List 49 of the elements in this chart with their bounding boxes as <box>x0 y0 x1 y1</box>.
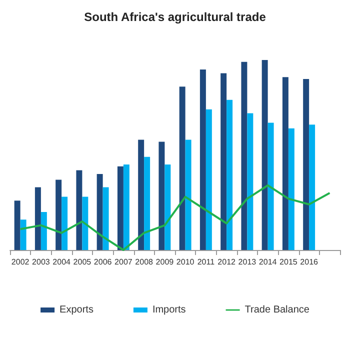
x-tick-label: 2006 <box>94 258 112 266</box>
bar <box>56 180 62 250</box>
bar <box>34 187 41 250</box>
bar <box>138 140 144 250</box>
x-tick-label: 2015 <box>280 258 298 266</box>
bar <box>309 124 316 250</box>
bar <box>158 142 165 250</box>
bar <box>226 100 233 250</box>
x-tick-label: 2004 <box>52 258 72 266</box>
bar <box>123 164 130 250</box>
x-tick-label: 2013 <box>238 258 257 266</box>
bar <box>164 164 171 250</box>
bar <box>206 109 212 250</box>
bar <box>144 156 150 250</box>
bar <box>117 166 124 250</box>
bar <box>247 113 254 250</box>
bar <box>288 128 294 250</box>
bar <box>20 220 26 250</box>
x-tick-label: 2016 <box>300 258 319 266</box>
bar <box>303 79 310 250</box>
x-tick-label: 2009 <box>156 258 174 266</box>
bar <box>62 196 68 250</box>
x-tick-label: 2014 <box>258 258 278 266</box>
x-tick-label: 2003 <box>32 258 50 266</box>
bar <box>220 73 227 250</box>
bar <box>96 174 103 250</box>
x-tick-label: 2012 <box>218 258 236 266</box>
x-tick-label: 2002 <box>11 258 30 266</box>
chart-title: South Africa's agricultural trade <box>84 10 266 24</box>
bar <box>241 62 248 250</box>
x-tick-label: 2008 <box>135 258 154 266</box>
bar <box>40 212 47 250</box>
x-tick-label: 2007 <box>114 258 133 266</box>
bar <box>282 77 288 250</box>
bar <box>262 60 268 250</box>
bar <box>82 196 88 250</box>
legend-label: Trade Balance <box>244 304 310 316</box>
bar <box>268 122 274 250</box>
bar <box>14 200 20 250</box>
legend-label: Imports <box>152 304 186 316</box>
legend-label: Exports <box>60 304 94 316</box>
bar <box>76 170 82 250</box>
x-tick-label: 2011 <box>197 258 216 266</box>
bar <box>200 70 206 250</box>
bar <box>185 140 192 250</box>
x-tick-label: 2010 <box>176 258 195 266</box>
bar <box>102 187 109 250</box>
x-tick-label: 2005 <box>73 258 92 266</box>
bar <box>179 86 186 250</box>
